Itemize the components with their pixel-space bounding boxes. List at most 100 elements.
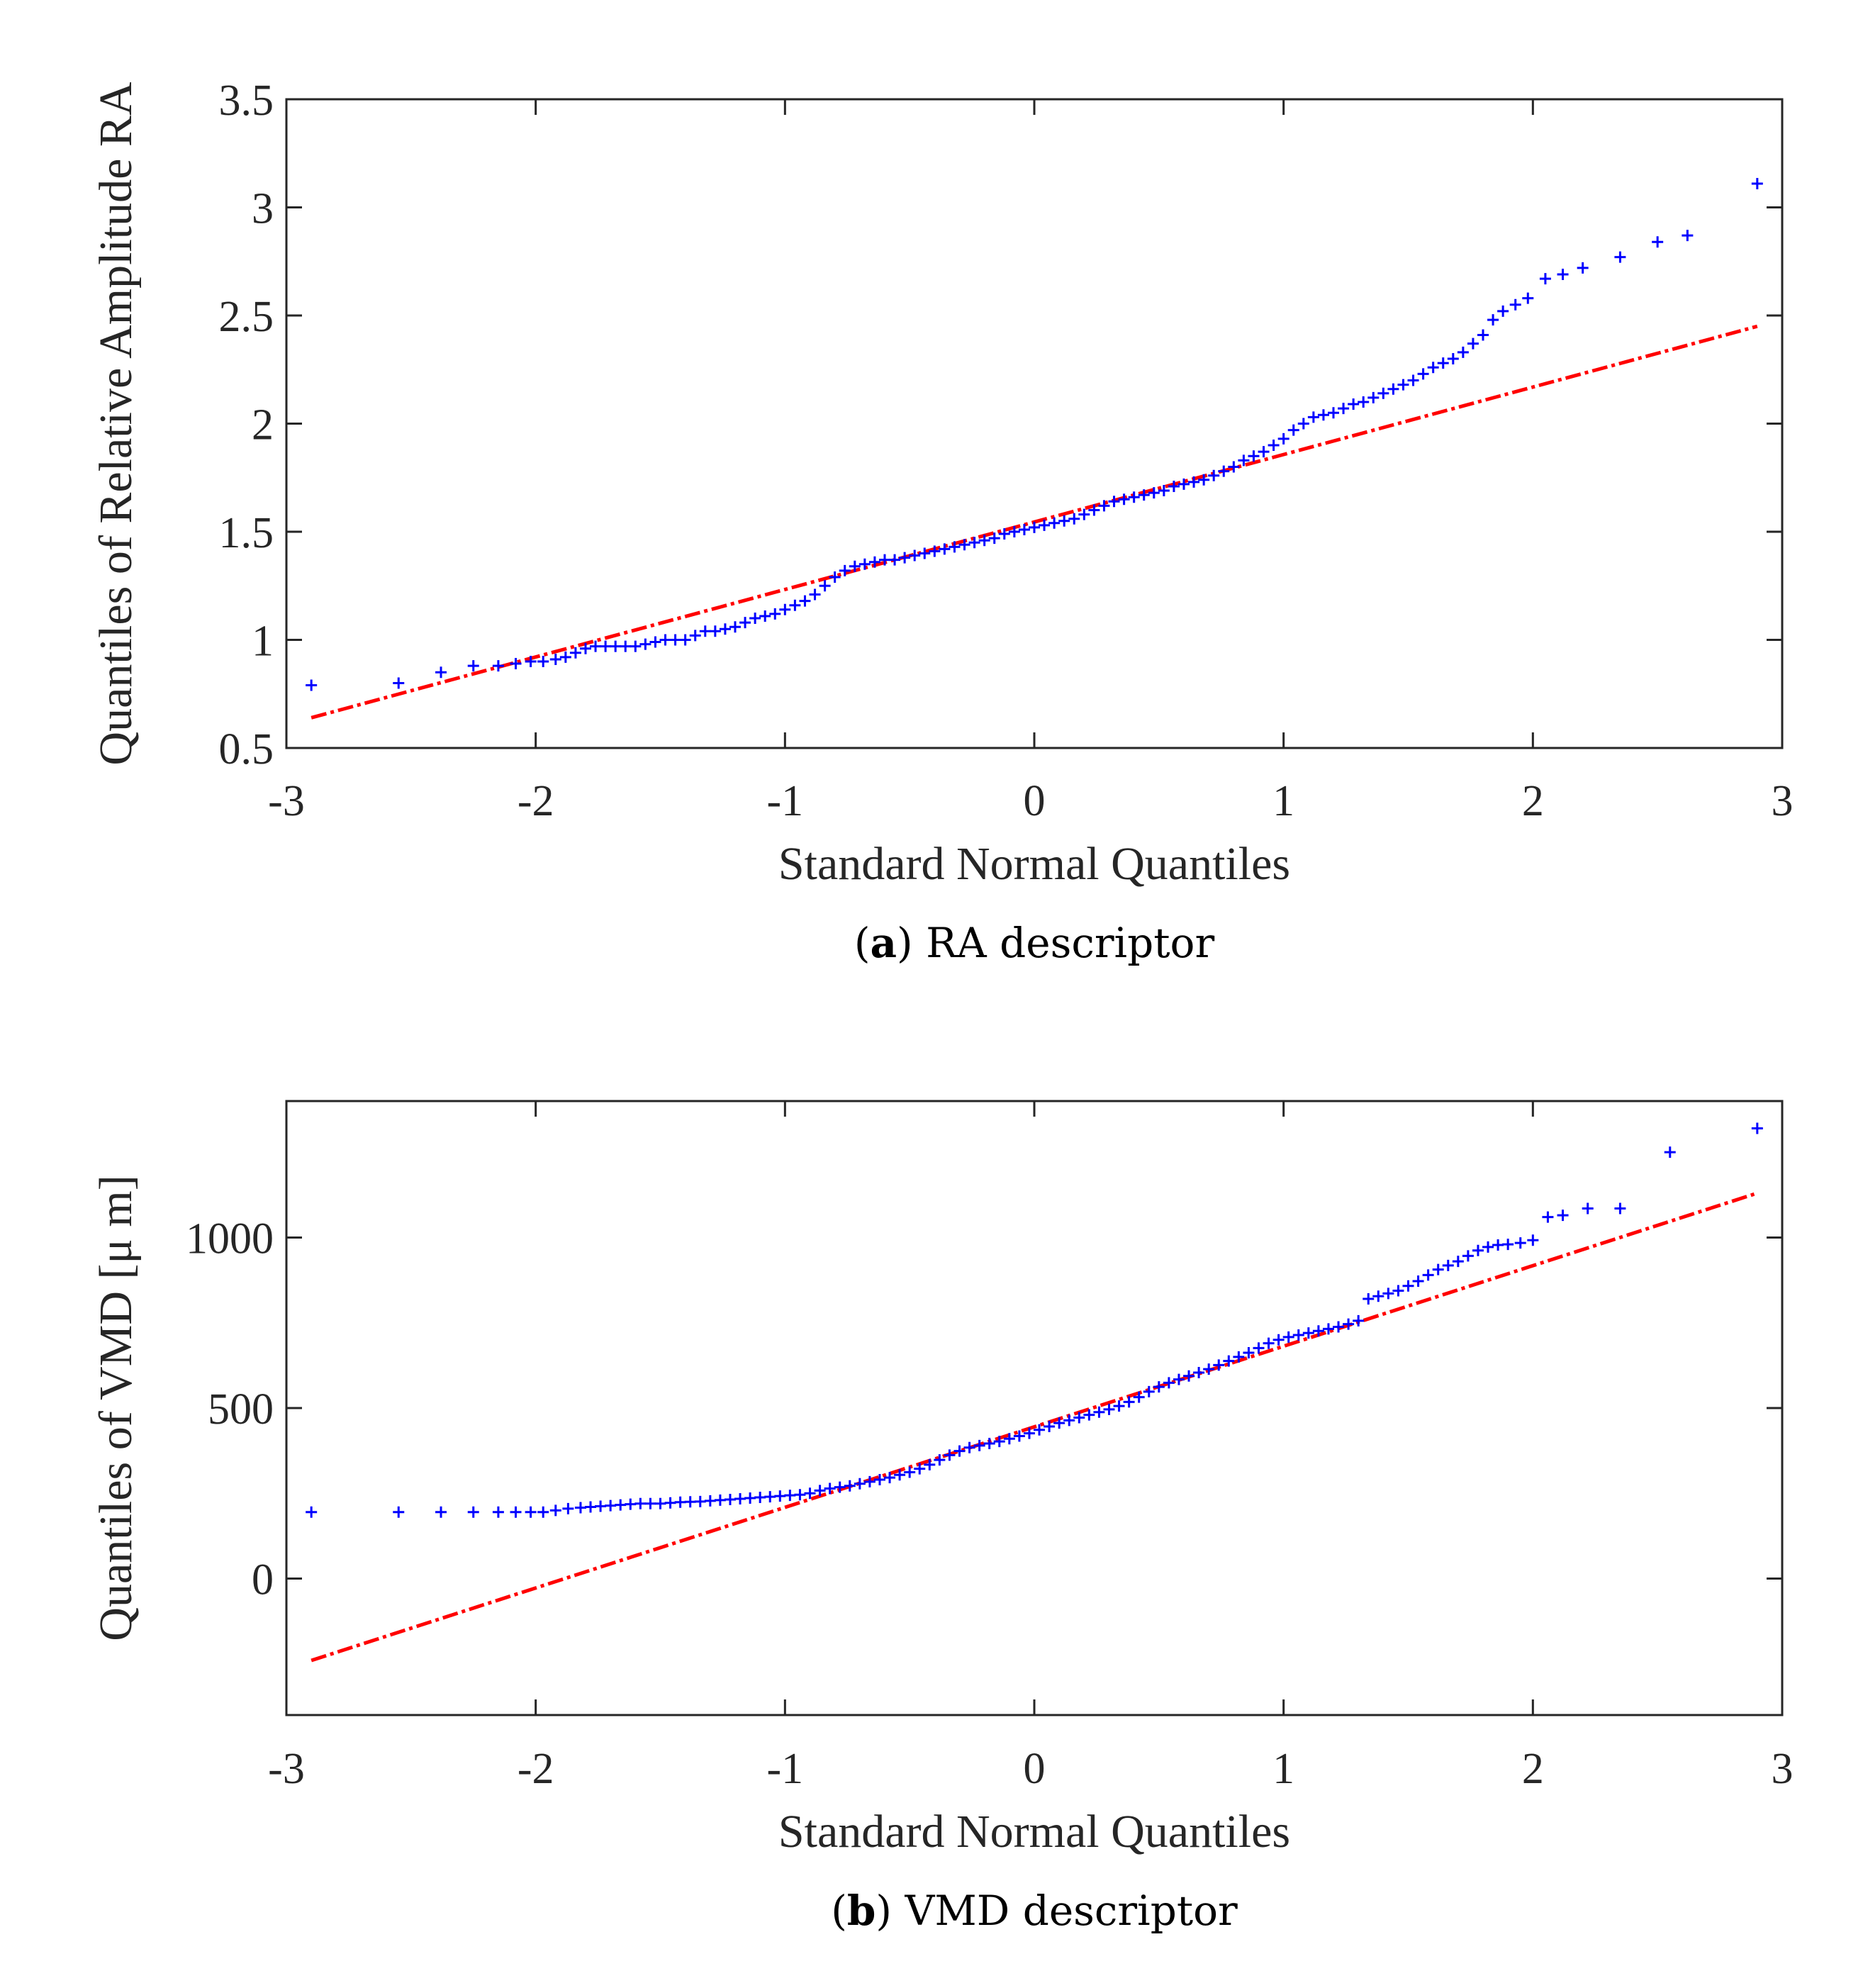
data-point [1103, 1403, 1115, 1415]
data-point [537, 1506, 549, 1518]
data-point [1452, 1256, 1464, 1268]
data-point [1387, 383, 1399, 395]
data-point [729, 621, 741, 633]
data-point [829, 571, 841, 583]
data-point [963, 1441, 975, 1453]
data-point [1029, 521, 1040, 533]
data-point [734, 1492, 746, 1504]
data-point [1153, 1381, 1165, 1393]
data-point [569, 647, 581, 659]
data-point [1363, 1293, 1375, 1305]
data-point [809, 588, 821, 601]
data-point [1018, 523, 1030, 535]
y-tick-label: 3 [252, 185, 274, 233]
data-point [549, 653, 561, 665]
data-point [1277, 432, 1289, 445]
data-point [1367, 391, 1380, 403]
reference-line [310, 1191, 1758, 1663]
x-tick-label: -3 [268, 1745, 305, 1793]
y-tick-label: 2.5 [219, 293, 274, 341]
data-point [1348, 398, 1360, 411]
data-point [1238, 454, 1250, 467]
data-point [1437, 357, 1449, 369]
y-tick-label: 2 [252, 401, 274, 449]
x-tick-label: -3 [268, 777, 305, 825]
data-point [1203, 1363, 1215, 1375]
data-point [904, 1466, 916, 1478]
data-point [879, 554, 890, 566]
y-tick-label: 1.5 [219, 509, 274, 557]
data-point [1292, 1329, 1304, 1341]
plot-area [285, 1100, 1784, 1716]
data-point [393, 1506, 405, 1518]
data-point [1248, 450, 1260, 462]
data-point [610, 640, 622, 652]
data-point [993, 1436, 1005, 1448]
data-point [1198, 474, 1210, 486]
x-axis-label: Standard Normal Quantiles [778, 1806, 1290, 1858]
data-point [1208, 469, 1220, 481]
data-point [1557, 269, 1569, 281]
data-point [779, 603, 791, 615]
data-point [1557, 1210, 1569, 1222]
caption-text: RA descriptor [926, 919, 1214, 967]
data-point [574, 1502, 586, 1514]
data-point [884, 1472, 896, 1484]
data-point [764, 1491, 776, 1503]
data-point [1582, 1202, 1594, 1214]
data-point [863, 1475, 875, 1487]
data-point [649, 636, 661, 648]
data-point [774, 1490, 786, 1502]
data-point [1133, 1391, 1145, 1403]
data-point [639, 638, 651, 650]
y-tick-label: 500 [208, 1385, 274, 1434]
data-point [1228, 461, 1240, 473]
data-point [1457, 346, 1469, 358]
x-axis-label: Standard Normal Quantiles [778, 838, 1290, 890]
data-point [1402, 1280, 1414, 1292]
data-point [784, 1490, 796, 1502]
data-point [1407, 374, 1419, 386]
data-point [1328, 407, 1339, 419]
x-tick-label: 0 [1024, 1745, 1046, 1793]
data-point [1432, 1263, 1444, 1275]
data-point [799, 595, 811, 607]
data-point [1358, 396, 1370, 408]
data-point [1539, 273, 1551, 285]
data-point [605, 1500, 617, 1512]
data-point [849, 560, 861, 572]
data-point [739, 617, 751, 629]
data-point [968, 537, 980, 549]
data-point [1272, 1334, 1285, 1346]
data-point [562, 1502, 574, 1514]
data-point [674, 1496, 686, 1508]
data-point [1614, 251, 1626, 263]
data-point [839, 564, 851, 576]
data-point [630, 640, 642, 652]
data-point [1253, 1342, 1265, 1354]
y-tick-label: 3.5 [219, 77, 274, 125]
data-point [749, 613, 761, 624]
x-tick-label: 1 [1272, 1745, 1294, 1793]
data-point [585, 1501, 597, 1513]
data-point [1442, 1259, 1454, 1271]
data-point [659, 634, 671, 646]
data-point [1751, 1122, 1763, 1134]
data-point [1023, 1427, 1035, 1439]
data-point [559, 651, 571, 663]
data-point [1682, 230, 1694, 242]
data-point [435, 1506, 447, 1518]
data-point [634, 1497, 647, 1509]
data-point [1377, 387, 1389, 399]
data-point [1497, 305, 1509, 317]
caption-paren-close: ) [897, 919, 926, 967]
data-point [664, 1497, 676, 1509]
data-point [769, 608, 781, 620]
data-point [1353, 1314, 1365, 1327]
data-point [694, 1495, 706, 1507]
data-point [1183, 1370, 1195, 1382]
data-point [958, 539, 970, 551]
data-point [1614, 1202, 1626, 1214]
data-point [1048, 517, 1061, 529]
data-point [679, 634, 691, 646]
